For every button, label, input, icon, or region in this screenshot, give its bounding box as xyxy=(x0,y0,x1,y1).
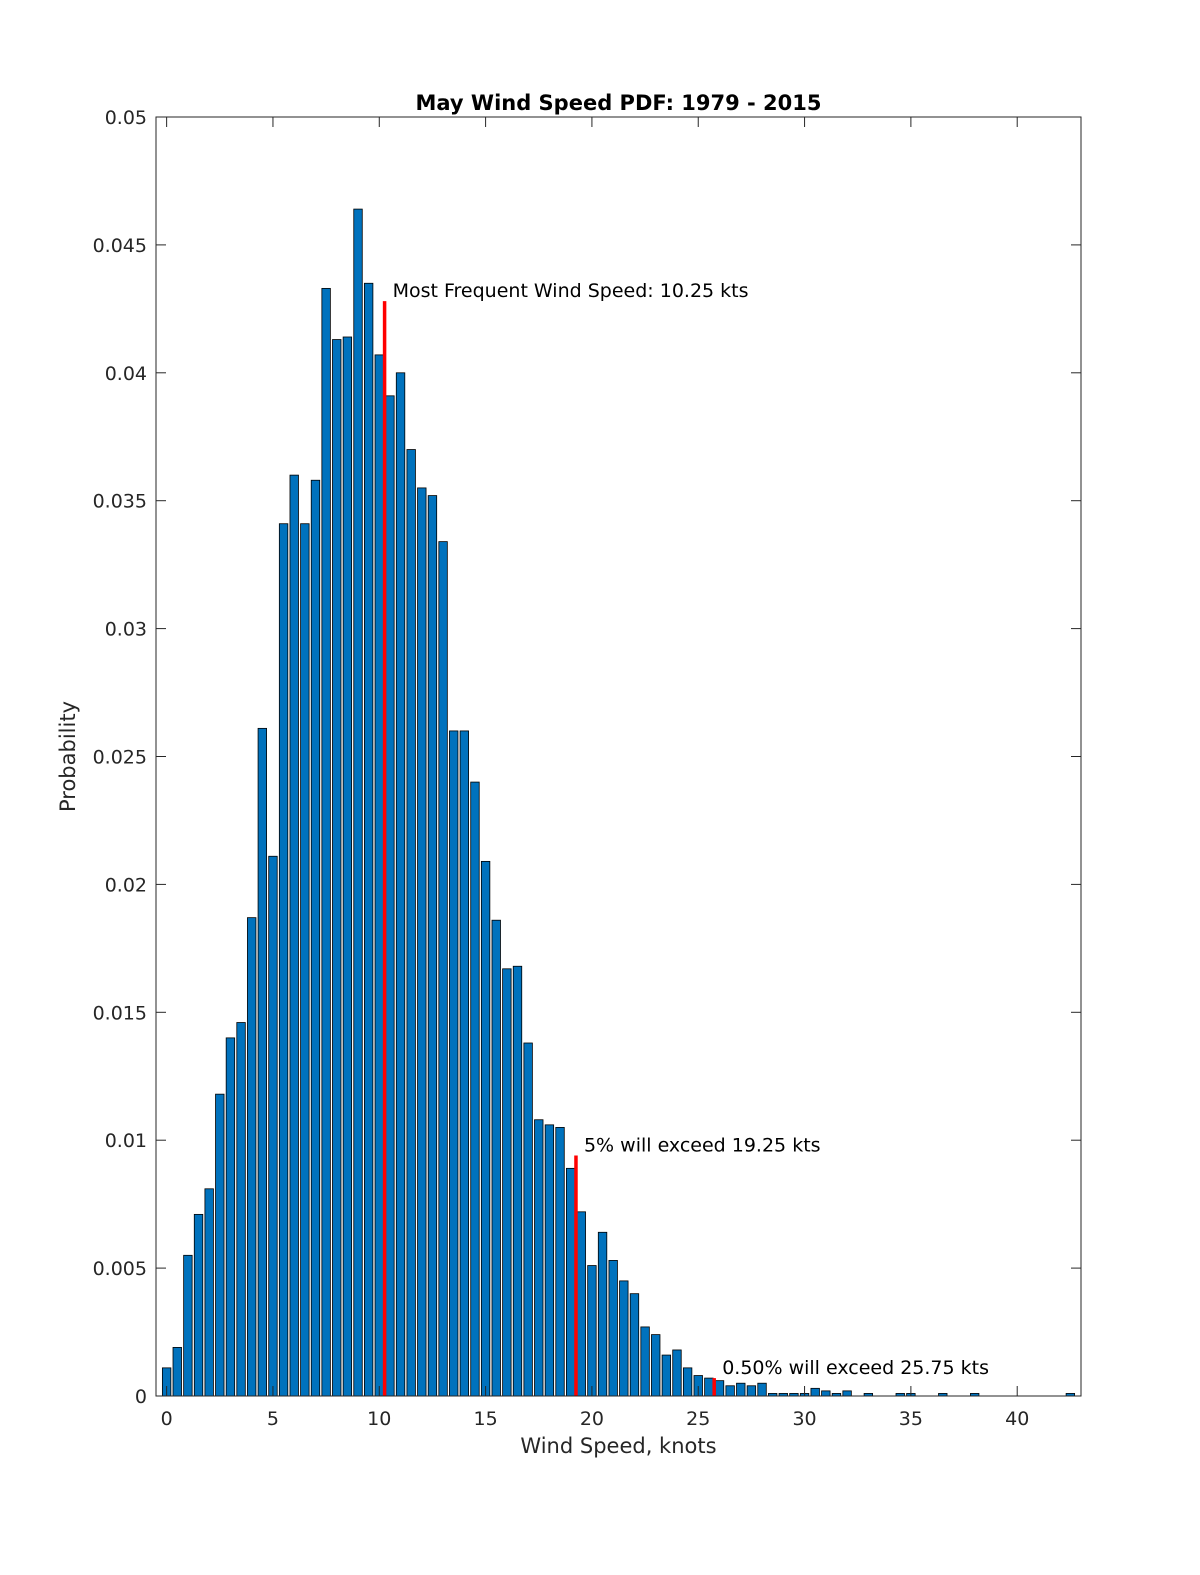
bar xyxy=(236,1022,246,1397)
y-tick-label: 0.04 xyxy=(105,363,147,385)
marker-annotation: Most Frequent Wind Speed: 10.25 kts xyxy=(393,280,749,302)
bar xyxy=(363,282,374,1397)
bar xyxy=(725,1385,735,1397)
bar xyxy=(215,1093,225,1397)
bar xyxy=(449,730,459,1397)
x-tick-label: 40 xyxy=(1005,1408,1029,1430)
bar xyxy=(332,339,342,1397)
bar xyxy=(672,1349,682,1397)
x-tick-label: 25 xyxy=(686,1408,710,1430)
bar xyxy=(821,1390,831,1397)
bar xyxy=(534,1119,544,1397)
y-tick-label: 0.035 xyxy=(93,491,147,513)
bar xyxy=(427,495,438,1397)
bar xyxy=(736,1382,746,1397)
y-tick-label: 0 xyxy=(135,1386,147,1408)
bar xyxy=(183,1254,193,1397)
bar xyxy=(480,860,491,1397)
bar xyxy=(193,1213,204,1397)
y-axis-label: Probability xyxy=(56,701,80,812)
y-tick-label: 0.005 xyxy=(93,1258,147,1280)
y-tick-label: 0.02 xyxy=(105,874,147,896)
x-tick-label: 30 xyxy=(792,1408,816,1430)
bar xyxy=(502,968,512,1397)
y-tick-label: 0.01 xyxy=(105,1130,147,1152)
bar xyxy=(682,1367,693,1397)
marker-annotation: 5% will exceed 19.25 kts xyxy=(584,1135,821,1157)
x-tick-label: 35 xyxy=(899,1408,923,1430)
y-tick-label: 0.015 xyxy=(93,1002,147,1024)
bar xyxy=(204,1188,214,1397)
bar xyxy=(757,1382,767,1397)
y-tick-label: 0.05 xyxy=(105,107,147,129)
bar xyxy=(225,1037,236,1397)
chart-title: May Wind Speed PDF: 1979 - 2015 xyxy=(415,91,821,115)
plot-area xyxy=(156,117,1081,1396)
x-tick-label: 10 xyxy=(367,1408,391,1430)
bar xyxy=(395,372,406,1397)
bar xyxy=(438,541,448,1397)
bar xyxy=(342,336,353,1397)
bar xyxy=(661,1354,672,1397)
bar xyxy=(321,287,331,1397)
bar xyxy=(172,1347,182,1397)
bar xyxy=(704,1377,714,1397)
bar xyxy=(491,919,501,1397)
bar xyxy=(714,1380,725,1397)
bar xyxy=(566,1167,576,1397)
bar xyxy=(300,523,310,1397)
bar xyxy=(512,965,523,1397)
axes: 0 5 10 15 20 25 30 35 40 0 0.005 0.01 0.015 0.02 0.025… xyxy=(93,107,1082,1430)
bar xyxy=(257,727,267,1397)
bar xyxy=(406,449,416,1397)
marker-annotation: 0.50% will exceed 25.75 kts xyxy=(722,1357,989,1379)
bar xyxy=(810,1387,820,1397)
bar xyxy=(651,1334,661,1397)
bar xyxy=(608,1260,618,1397)
x-tick-label: 0 xyxy=(161,1408,173,1430)
bar xyxy=(629,1293,640,1397)
bar xyxy=(278,523,289,1397)
y-tick-label: 0.045 xyxy=(93,235,147,257)
bar xyxy=(417,487,427,1397)
bar xyxy=(310,479,321,1397)
bar xyxy=(470,781,480,1397)
bar xyxy=(353,208,363,1397)
bar xyxy=(640,1326,650,1397)
bar xyxy=(459,730,469,1397)
bar xyxy=(555,1127,565,1397)
bar xyxy=(247,917,257,1397)
y-tick-label: 0.03 xyxy=(105,619,147,641)
bar xyxy=(374,354,384,1397)
markers: Most Frequent Wind Speed: 10.25 kts 5% wi… xyxy=(382,280,989,1396)
bars xyxy=(161,208,1076,1397)
x-tick-label: 5 xyxy=(267,1408,279,1430)
bar xyxy=(746,1385,757,1397)
bar xyxy=(544,1124,555,1397)
bar xyxy=(576,1211,586,1397)
bar xyxy=(619,1280,629,1397)
bar xyxy=(523,1042,533,1397)
bar xyxy=(587,1265,597,1397)
x-tick-label: 20 xyxy=(580,1408,604,1430)
x-tick-label: 15 xyxy=(474,1408,498,1430)
y-tick-label: 0.025 xyxy=(93,747,147,769)
bar xyxy=(289,474,299,1397)
bar xyxy=(268,855,278,1397)
bar xyxy=(597,1231,608,1397)
bar xyxy=(385,395,395,1397)
x-axis-label: Wind Speed, knots xyxy=(520,1434,716,1458)
bar xyxy=(842,1390,852,1397)
